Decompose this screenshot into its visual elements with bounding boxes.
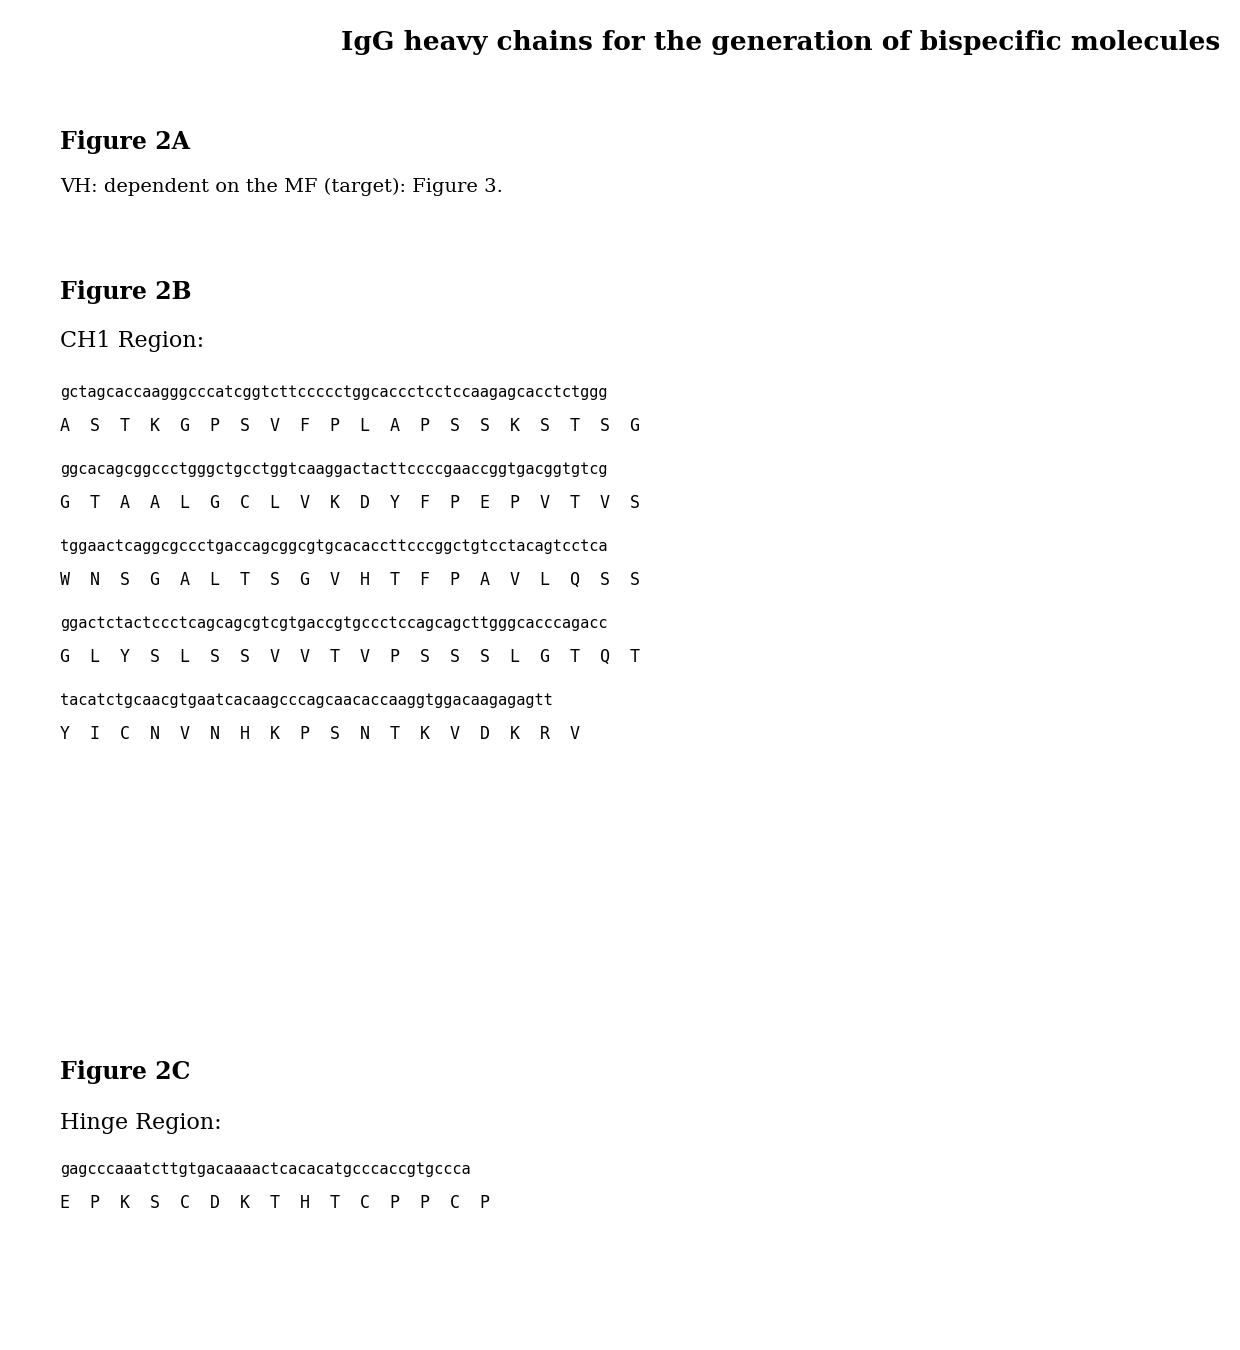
- Text: Figure 2C: Figure 2C: [60, 1060, 191, 1084]
- Text: Hinge Region:: Hinge Region:: [60, 1112, 222, 1134]
- Text: VH: dependent on the MF (target): Figure 3.: VH: dependent on the MF (target): Figure…: [60, 178, 503, 196]
- Text: G  T  A  A  L  G  C  L  V  K  D  Y  F  P  E  P  V  T  V  S: G T A A L G C L V K D Y F P E P V T V S: [60, 494, 640, 512]
- Text: W  N  S  G  A  L  T  S  G  V  H  T  F  P  A  V  L  Q  S  S: W N S G A L T S G V H T F P A V L Q S S: [60, 571, 640, 589]
- Text: gagcccaaatcttgtgacaaaactcacacatgcccaccgtgccca: gagcccaaatcttgtgacaaaactcacacatgcccaccgt…: [60, 1162, 471, 1177]
- Text: ggactctactccctcagcagcgtcgtgaccgtgccctccagcagcttgggcacccagacc: ggactctactccctcagcagcgtcgtgaccgtgccctcca…: [60, 616, 608, 630]
- Text: IgG heavy chains for the generation of bispecific molecules: IgG heavy chains for the generation of b…: [341, 30, 1220, 55]
- Text: tggaactcaggcgccctgaccagcggcgtgcacaccttcccggctgtcctacagtcctca: tggaactcaggcgccctgaccagcggcgtgcacaccttcc…: [60, 539, 608, 553]
- Text: CH1 Region:: CH1 Region:: [60, 329, 205, 352]
- Text: G  L  Y  S  L  S  S  V  V  T  V  P  S  S  S  L  G  T  Q  T: G L Y S L S S V V T V P S S S L G T Q T: [60, 648, 640, 666]
- Text: Y  I  C  N  V  N  H  K  P  S  N  T  K  V  D  K  R  V: Y I C N V N H K P S N T K V D K R V: [60, 725, 580, 743]
- Text: Figure 2B: Figure 2B: [60, 279, 191, 304]
- Text: gctagcaccaagggcccatcggtcttccccctggcaccctcctccaagagcacctctggg: gctagcaccaagggcccatcggtcttccccctggcaccct…: [60, 385, 608, 400]
- Text: ggcacagcggccctgggctgcctggtcaaggactacttccccgaaccggtgacggtgtcg: ggcacagcggccctgggctgcctggtcaaggactacttcc…: [60, 462, 608, 477]
- Text: A  S  T  K  G  P  S  V  F  P  L  A  P  S  S  K  S  T  S  G: A S T K G P S V F P L A P S S K S T S G: [60, 417, 640, 435]
- Text: Figure 2A: Figure 2A: [60, 130, 190, 154]
- Text: tacatctgcaacgtgaatcacaagcccagcaacaccaaggtggacaagagagtt: tacatctgcaacgtgaatcacaagcccagcaacaccaagg…: [60, 693, 553, 707]
- Text: E  P  K  S  C  D  K  T  H  T  C  P  P  C  P: E P K S C D K T H T C P P C P: [60, 1193, 490, 1212]
